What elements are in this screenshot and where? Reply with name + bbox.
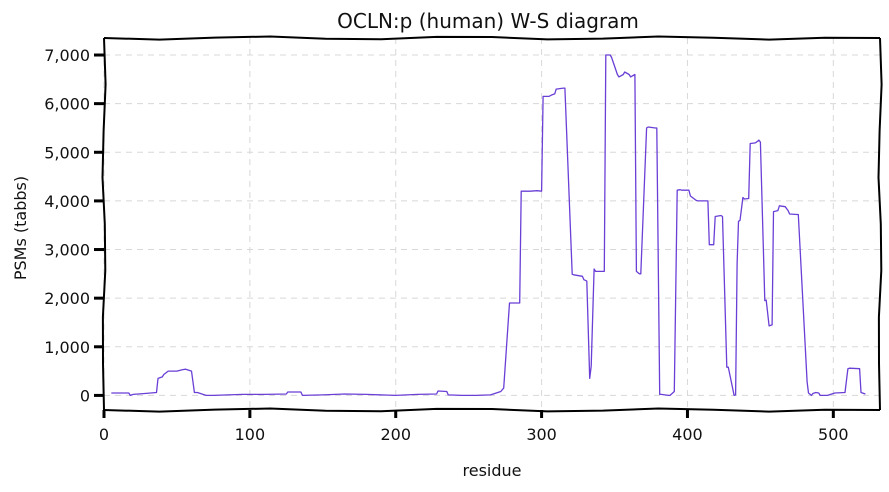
y-tick-label: 7,000	[44, 46, 90, 65]
y-tick-label: 3,000	[44, 241, 90, 260]
x-tick-label: 100	[235, 425, 266, 444]
grid	[103, 38, 880, 410]
x-tick-label: 400	[672, 425, 703, 444]
y-tick-label: 4,000	[44, 192, 90, 211]
y-tick-label: 6,000	[44, 95, 90, 114]
x-tick-label: 500	[818, 425, 849, 444]
x-axis-label: residue	[463, 461, 522, 480]
frame-top	[103, 35, 881, 41]
chart-title: OCLN:p (human) W-S diagram	[337, 9, 639, 33]
x-tick-label: 300	[526, 425, 557, 444]
plot-frame	[101, 35, 883, 413]
frame-right	[877, 37, 883, 411]
x-tick-label: 0	[99, 425, 109, 444]
y-tick-label: 2,000	[44, 289, 90, 308]
frame-bottom	[103, 407, 881, 413]
y-tick-label: 1,000	[44, 338, 90, 357]
y-axis-label: PSMs (tabbs)	[11, 176, 30, 280]
axis-ticks: 0 100 200 300 400 500 0 1,000 2,000 3,000 4,000 5,0…	[44, 46, 848, 444]
y-tick-label: 0	[80, 386, 90, 405]
series-line	[111, 54, 866, 397]
y-tick-label: 5,000	[44, 143, 90, 162]
x-tick-label: 200	[380, 425, 411, 444]
plot-area	[111, 54, 866, 397]
